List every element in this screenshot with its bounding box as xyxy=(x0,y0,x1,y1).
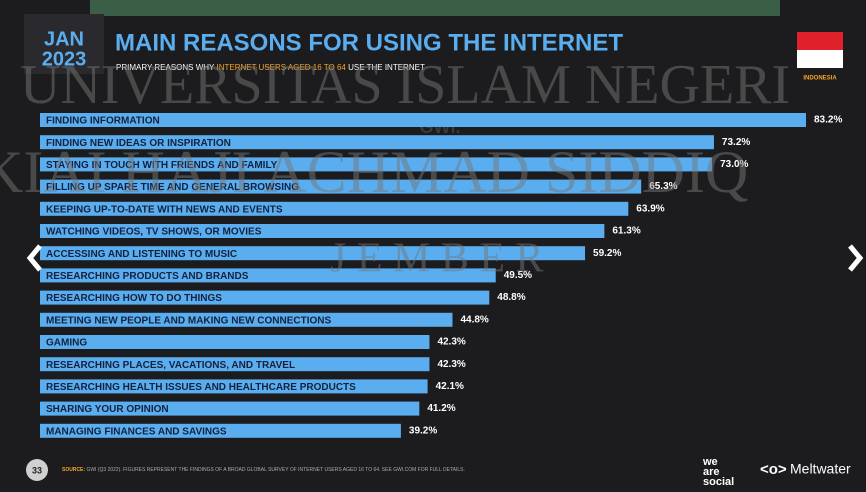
subtitle: PRIMARY REASONS WHY INTERNET USERS AGED … xyxy=(116,63,425,72)
category-label: WATCHING VIDEOS, TV SHOWS, OR MOVIES xyxy=(46,227,262,238)
month: JAN xyxy=(44,28,84,50)
brand-line: social xyxy=(703,476,734,488)
value-label: 73.2% xyxy=(722,137,750,148)
bar xyxy=(40,423,401,438)
page-badge xyxy=(26,459,48,481)
category-label: FINDING INFORMATION xyxy=(46,116,160,127)
value-label: 39.2% xyxy=(409,425,437,436)
flag-white xyxy=(797,50,843,68)
category-label: ACCESSING AND LISTENING TO MUSIC xyxy=(46,249,237,260)
value-label: 48.8% xyxy=(497,292,525,303)
category-label: RESEARCHING HOW TO DO THINGS xyxy=(46,293,222,304)
category-label: MEETING NEW PEOPLE AND MAKING NEW CONNEC… xyxy=(46,315,332,326)
value-label: 42.3% xyxy=(437,359,465,370)
bar xyxy=(40,246,586,261)
category-label: RESEARCHING PRODUCTS AND BRANDS xyxy=(46,271,249,282)
category-label: GAMING xyxy=(46,338,87,349)
bar xyxy=(40,157,713,172)
source-text: GWI (Q3 2022). FIGURES REPRESENT THE FIN… xyxy=(85,467,465,473)
value-label: 41.2% xyxy=(427,403,455,414)
category-label: MANAGING FINANCES AND SAVINGS xyxy=(46,426,227,437)
brand2: Meltwater xyxy=(790,461,851,477)
category-label: KEEPING UP-TO-DATE WITH NEWS AND EVENTS xyxy=(46,204,283,215)
value-label: 83.2% xyxy=(814,115,842,126)
brand2-icon: <o> xyxy=(760,461,787,478)
watermark: UNIVERSITAS ISLAM NEGERI xyxy=(20,54,790,116)
bar xyxy=(40,135,714,150)
bar xyxy=(40,201,629,216)
category-label: SHARING YOUR OPINION xyxy=(46,404,169,415)
bar xyxy=(40,224,605,238)
category-label: STAYING IN TOUCH WITH FRIENDS AND FAMILY xyxy=(46,160,278,171)
category-label: FILLING UP SPARE TIME AND GENERAL BROWSI… xyxy=(46,182,299,193)
value-label: 63.9% xyxy=(636,203,664,214)
date-box xyxy=(24,14,104,74)
bar xyxy=(40,113,806,127)
year: 2023 xyxy=(42,48,87,70)
value-label: 59.2% xyxy=(593,248,621,259)
category-label: RESEARCHING PLACES, VACATIONS, AND TRAVE… xyxy=(46,360,295,371)
source: SOURCE: GWI (Q3 2022). FIGURES REPRESENT… xyxy=(62,467,465,473)
brand-line: are xyxy=(703,466,720,478)
bar xyxy=(40,357,430,372)
bar xyxy=(40,268,496,283)
page-number: 33 xyxy=(32,465,42,475)
watermark: J E M B E R xyxy=(330,236,544,282)
bar xyxy=(40,290,490,305)
bar xyxy=(40,379,428,394)
subtitle-part: PRIMARY REASONS WHY xyxy=(116,63,216,72)
brand-line: we xyxy=(702,456,718,468)
value-label: 42.3% xyxy=(437,337,465,348)
bar xyxy=(40,401,420,416)
source-label: SOURCE: xyxy=(62,467,85,473)
value-label: 73.0% xyxy=(720,159,748,170)
watermark: KIAI HAJI ACHMAD SIDDIQ xyxy=(0,139,748,205)
prev-arrow[interactable] xyxy=(26,244,42,272)
title: MAIN REASONS FOR USING THE INTERNET xyxy=(115,29,623,56)
country: INDONESIA xyxy=(803,76,837,82)
category-label: RESEARCHING HEALTH ISSUES AND HEALTHCARE… xyxy=(46,382,356,393)
bar xyxy=(40,335,430,349)
value-label: 44.8% xyxy=(460,314,488,325)
value-label: 65.3% xyxy=(649,181,677,192)
flag-red xyxy=(797,32,843,50)
subtitle-highlight: INTERNET USERS AGED 16 TO 64 xyxy=(216,63,346,72)
bar xyxy=(40,312,453,327)
bar-chart: FINDING INFORMATION 83.2% FINDING NEW IDEA… xyxy=(40,113,842,438)
value-label: 42.1% xyxy=(436,381,464,392)
subtitle-part: USE THE INTERNET xyxy=(346,63,425,72)
value-label: 61.3% xyxy=(612,226,640,237)
top-band xyxy=(90,0,780,16)
next-arrow[interactable] xyxy=(848,244,864,272)
value-label: 49.5% xyxy=(504,270,532,281)
category-label: FINDING NEW IDEAS OR INSPIRATION xyxy=(46,138,231,149)
bar xyxy=(40,179,642,194)
